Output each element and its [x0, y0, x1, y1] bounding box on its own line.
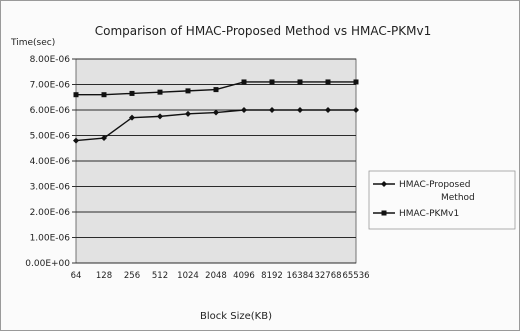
y-tick-label: 4.00E-06	[30, 157, 71, 167]
y-axis-title: Time(sec)	[10, 38, 55, 48]
x-tick-label: 256	[124, 271, 140, 281]
data-point-series-1	[185, 110, 191, 117]
data-point-series-2	[185, 88, 191, 94]
data-point-series-1	[129, 114, 135, 121]
data-point-series-1	[157, 113, 163, 120]
x-axis-title: Block Size(KB)	[200, 311, 272, 322]
data-point-series-2	[269, 79, 275, 85]
x-tick-label: 4096	[233, 271, 255, 281]
chart-title: Comparison of HMAC-Proposed Method vs HM…	[95, 24, 431, 38]
data-point-series-1	[101, 135, 107, 142]
legend-label-2: HMAC-PKMv1	[399, 209, 459, 219]
x-tick-label: 16384	[286, 271, 313, 281]
legend-label-1: HMAC-Proposed	[399, 180, 471, 190]
x-tick-label: 128	[96, 271, 112, 281]
legend-marker-2	[381, 210, 387, 216]
plot-area: 0.00E+00 1.00E-06 2.00E-06 3.00E-06 4.00E-06…	[25, 55, 369, 281]
data-point-series-2	[213, 87, 219, 93]
data-point-series-2	[129, 90, 135, 96]
legend: HMAC-Proposed Method HMAC-PKMv1	[368, 170, 516, 230]
x-tick-label: 1024	[177, 271, 199, 281]
y-tick-label: 8.00E-06	[30, 55, 71, 65]
legend-box	[368, 170, 516, 230]
data-point-series-1	[73, 137, 79, 144]
data-point-series-1	[297, 107, 303, 113]
data-point-series-2	[297, 79, 303, 85]
data-point-series-2	[101, 92, 107, 98]
data-point-series-2	[325, 79, 331, 85]
data-point-series-2	[73, 92, 79, 98]
data-point-series-1	[353, 107, 359, 113]
x-tick-label: 512	[152, 271, 168, 281]
data-point-series-2	[353, 79, 359, 85]
data-point-series-1	[269, 107, 275, 113]
data-point-series-1	[213, 109, 219, 116]
x-tick-label: 8192	[261, 271, 283, 281]
y-tick-label: 7.00E-06	[30, 81, 71, 91]
legend-label-1-cont: Method	[441, 193, 475, 203]
data-point-series-2	[157, 89, 163, 95]
y-tick-label: 0.00E+00	[25, 259, 70, 269]
x-tick-label: 65536	[342, 271, 369, 281]
data-point-series-1	[325, 107, 331, 113]
data-point-series-2	[241, 79, 247, 85]
x-tick-label: 32768	[314, 271, 341, 281]
x-tick-label: 2048	[205, 271, 227, 281]
y-tick-label: 2.00E-06	[30, 208, 71, 218]
y-tick-label: 1.00E-06	[30, 234, 71, 244]
x-tick-label: 64	[71, 271, 82, 281]
legend-marker-1	[381, 181, 387, 187]
y-tick-label: 5.00E-06	[30, 132, 71, 142]
data-point-series-1	[241, 107, 247, 113]
y-tick-label: 6.00E-06	[30, 106, 71, 116]
y-tick-label: 3.00E-06	[30, 183, 71, 193]
